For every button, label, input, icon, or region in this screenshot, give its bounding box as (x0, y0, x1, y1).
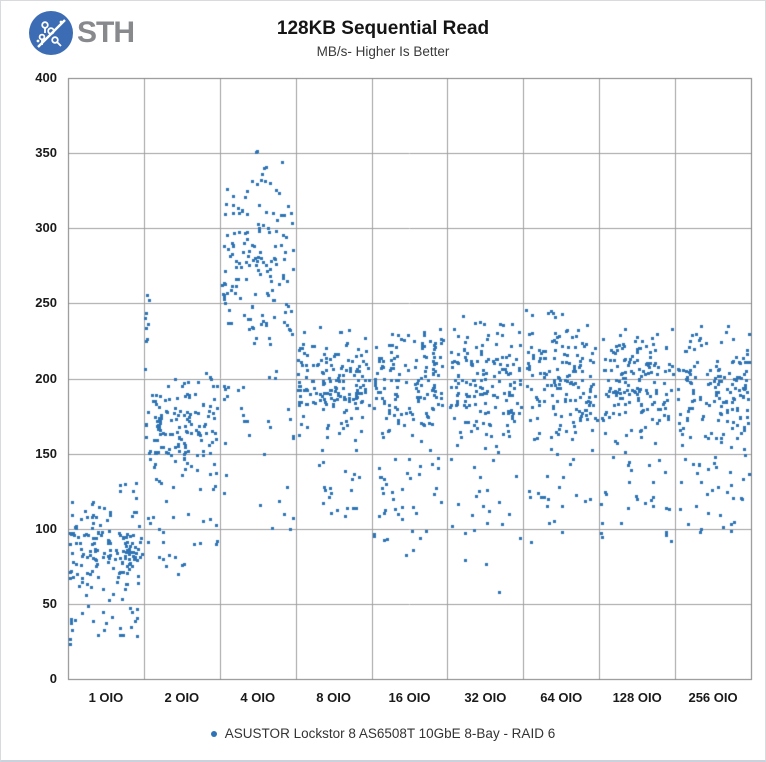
legend-marker-icon (210, 730, 217, 737)
sth-logo-text: STH (77, 16, 135, 49)
y-axis-tick-label: 0 (49, 671, 57, 686)
legend-series-label: ASUSTOR Lockstor 8 AS6508T 10GbE 8-Bay -… (224, 726, 556, 741)
sth-logo-icon (29, 11, 73, 55)
y-axis-tick-label: 350 (35, 145, 57, 161)
y-axis-tick-label: 400 (35, 70, 57, 85)
x-axis-category-label: 2 OIO (164, 690, 200, 705)
chart-legend: ASUSTOR Lockstor 8 AS6508T 10GbE 8-Bay -… (1, 726, 765, 741)
y-axis-tick-label: 50 (42, 595, 57, 611)
y-axis-tick-label: 250 (35, 295, 57, 311)
x-axis-category-label: 8 OIO (316, 690, 351, 705)
y-axis-tick-label: 300 (35, 220, 57, 236)
y-axis-tick-label: 150 (35, 445, 57, 461)
x-axis-category-label: 16 OIO (388, 690, 431, 705)
x-axis-category-label: 64 OIO (540, 690, 583, 705)
x-axis-category-label: 1 OIO (88, 690, 124, 705)
y-axis-tick-label: 100 (35, 520, 57, 536)
x-axis-category-label: 256 OIO (688, 690, 738, 705)
x-axis-category-label: 4 OIO (240, 690, 276, 705)
chart-subtitle: MB/s- Higher Is Better (316, 44, 450, 59)
sth-logo: STH (28, 10, 135, 56)
y-axis-tick-label: 200 (35, 370, 57, 386)
x-axis-category-label: 32 OIO (464, 690, 507, 705)
chart-title: 128KB Sequential Read (276, 18, 490, 39)
x-axis-category-label: 128 OIO (612, 690, 662, 705)
